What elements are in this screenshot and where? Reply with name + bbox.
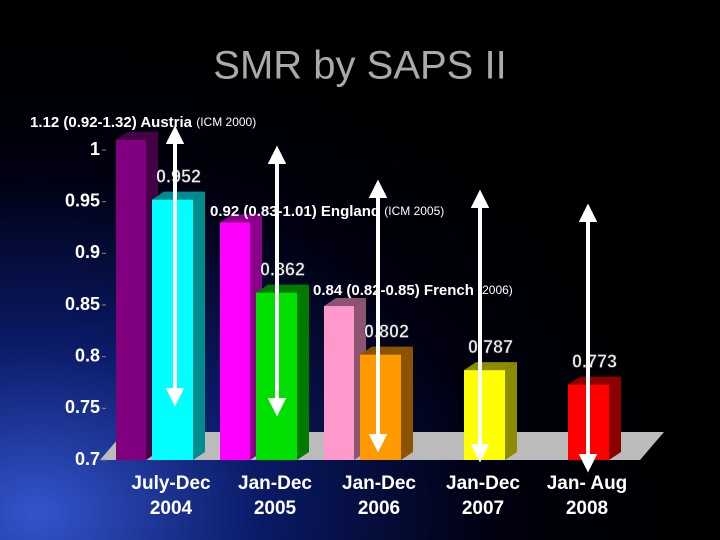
chart-title: SMR by SAPS II xyxy=(213,44,506,88)
y-tick-label: 0.7 xyxy=(75,449,100,469)
x-tick-label: 2008 xyxy=(566,498,608,519)
bar-side xyxy=(609,376,621,460)
data-label: 0.773 xyxy=(572,351,617,371)
arrow-head xyxy=(470,189,490,208)
x-tick-label: July-Dec xyxy=(131,473,211,494)
bar xyxy=(152,199,193,460)
annotation: 0.84 (0.82-0.85) French (2006) xyxy=(313,282,513,299)
y-tick-label: 0.75 xyxy=(65,397,100,417)
y-tick-label: 0.9 xyxy=(75,242,100,262)
x-tick-label: Jan-Dec xyxy=(238,473,312,494)
y-tick-label: 0.8 xyxy=(75,345,100,365)
arrow-head xyxy=(578,454,598,473)
x-tick-label: 2007 xyxy=(462,498,504,519)
x-tick-label: Jan-Dec xyxy=(342,473,416,494)
annotation: 1.12 (0.92-1.32) Austria (ICM 2000) xyxy=(30,114,256,131)
annotation-note: (ICM 2005) xyxy=(384,204,444,218)
data-label: 0.802 xyxy=(364,321,409,341)
bar-side xyxy=(505,362,517,460)
bar-top xyxy=(116,131,158,140)
x-tick-label: Jan-Dec xyxy=(446,473,520,494)
arrow-head xyxy=(267,145,287,164)
x-tick-label: 2005 xyxy=(254,498,297,519)
bar-top xyxy=(256,284,309,293)
bar-top xyxy=(464,362,517,371)
annotation-note: (ICM 2000) xyxy=(196,115,256,129)
bar-side xyxy=(401,346,413,460)
y-tick-label: 1 xyxy=(90,139,100,159)
ci-arrows xyxy=(165,125,598,473)
arrow-head xyxy=(267,398,287,417)
annotation-note: (2006) xyxy=(478,283,513,297)
bar-side xyxy=(297,284,309,460)
arrow-head xyxy=(578,203,598,222)
annotation-text: 0.84 (0.82-0.85) French xyxy=(313,282,474,299)
bar xyxy=(324,306,354,460)
bar-side xyxy=(193,191,205,460)
y-tick-label: 0.95 xyxy=(65,190,100,210)
x-tick-label: Jan- Aug xyxy=(547,473,628,494)
data-label: 0.952 xyxy=(156,166,201,186)
annotation-text: 1.12 (0.92-1.32) Austria xyxy=(30,114,193,131)
bar-top xyxy=(568,376,621,385)
bar-top xyxy=(220,214,262,223)
data-label: 0.862 xyxy=(260,259,305,279)
annotation-text: 0.92 (0.83-1.01) England xyxy=(210,203,380,220)
arrow-head xyxy=(165,125,185,144)
bar xyxy=(116,139,146,460)
bar-top xyxy=(152,191,205,200)
x-tick-label: 2004 xyxy=(150,498,193,519)
arrow-head xyxy=(368,179,388,198)
annotation: 0.92 (0.83-1.01) England (ICM 2005) xyxy=(210,203,444,220)
data-label: 0.787 xyxy=(468,337,513,357)
arrow-head xyxy=(368,434,388,453)
x-tick-label: 2006 xyxy=(358,498,400,519)
arrow-head xyxy=(470,444,490,463)
bar xyxy=(220,222,250,460)
bar-top xyxy=(324,298,366,307)
arrow-head xyxy=(165,388,185,407)
y-tick-label: 0.85 xyxy=(65,294,100,314)
bar-top xyxy=(360,346,413,355)
